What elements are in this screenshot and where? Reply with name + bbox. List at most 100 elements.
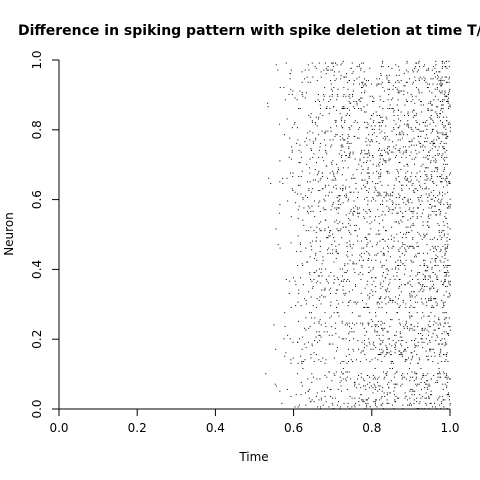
spike-point	[367, 233, 369, 235]
spike-point	[305, 317, 307, 319]
spike-point	[414, 306, 416, 308]
spike-point	[434, 167, 436, 169]
spike-point	[449, 329, 451, 331]
spike-point	[381, 149, 383, 151]
spike-point	[371, 221, 373, 223]
spike-point	[346, 245, 348, 247]
spike-point	[418, 90, 420, 92]
spike-point	[428, 188, 430, 190]
spike-point	[436, 83, 438, 85]
spike-point	[369, 376, 371, 378]
spike-point	[426, 233, 428, 235]
spike-point	[365, 388, 367, 390]
spike-point	[407, 198, 409, 200]
spike-point	[279, 123, 281, 125]
spike-point	[361, 341, 363, 343]
spike-point	[333, 74, 335, 76]
spike-point	[336, 277, 338, 279]
spike-point	[439, 212, 441, 214]
spike-point	[321, 390, 323, 392]
spike-point	[311, 205, 313, 207]
spike-point	[339, 381, 341, 383]
spike-point	[426, 387, 428, 389]
spike-point	[407, 114, 409, 116]
spike-point	[279, 390, 281, 392]
spike-point	[307, 390, 309, 392]
spike-point	[342, 95, 344, 97]
spike-point	[349, 151, 351, 153]
spike-point	[407, 219, 409, 221]
spike-point	[434, 329, 436, 331]
spike-point	[423, 341, 425, 343]
spike-point	[417, 362, 419, 364]
spike-point	[367, 156, 369, 158]
spike-point	[412, 223, 414, 225]
spike-point	[398, 354, 400, 356]
spike-point	[431, 198, 433, 200]
spike-point	[295, 251, 297, 253]
spike-point	[400, 210, 402, 212]
spike-point	[424, 270, 426, 272]
spike-point	[319, 146, 321, 148]
spike-point	[409, 315, 411, 317]
spike-point	[398, 196, 400, 198]
spike-point	[398, 319, 400, 321]
spike-point	[403, 94, 405, 96]
spike-point	[438, 371, 440, 373]
spike-point	[383, 101, 385, 103]
spike-point	[435, 60, 437, 62]
spike-point	[433, 142, 435, 144]
spike-point	[330, 162, 332, 164]
spike-point	[434, 265, 436, 267]
spike-point	[331, 94, 333, 96]
spike-point	[428, 226, 430, 228]
spike-point	[428, 275, 430, 277]
spike-point	[402, 184, 404, 186]
x-tick-label: 0.0	[49, 421, 68, 435]
spike-point	[431, 176, 433, 178]
spike-point	[289, 172, 291, 174]
spike-point	[447, 207, 449, 209]
spike-point	[307, 132, 309, 134]
spike-point	[386, 392, 388, 394]
spike-point	[363, 92, 365, 94]
spike-point	[442, 354, 444, 356]
spike-point	[435, 64, 437, 66]
spike-point	[439, 270, 441, 272]
spike-point	[304, 327, 306, 329]
spike-point	[447, 322, 449, 324]
spike-point	[399, 331, 401, 333]
spike-point	[301, 92, 303, 94]
spike-point	[319, 334, 321, 336]
spike-point	[383, 371, 385, 373]
spike-point	[355, 263, 357, 265]
spike-point	[386, 74, 388, 76]
spike-point	[359, 212, 361, 214]
spike-point	[409, 402, 411, 404]
spike-point	[311, 149, 313, 151]
spike-point	[378, 193, 380, 195]
spike-point	[373, 401, 375, 403]
spike-point	[345, 193, 347, 195]
spike-point	[447, 102, 449, 104]
spike-point	[364, 90, 366, 92]
spike-point	[410, 179, 412, 181]
spike-point	[382, 60, 384, 62]
spike-point	[416, 401, 418, 403]
spike-point	[358, 259, 360, 261]
spike-point	[398, 181, 400, 183]
spike-point	[444, 272, 446, 274]
spike-point	[442, 284, 444, 286]
spike-point	[442, 132, 444, 134]
spike-point	[423, 263, 425, 265]
spike-point	[413, 224, 415, 226]
spike-point	[436, 275, 438, 277]
spike-point	[449, 203, 451, 205]
spike-point	[442, 60, 444, 62]
spike-point	[369, 292, 371, 294]
spike-point	[411, 141, 413, 143]
spike-point	[442, 177, 444, 179]
spike-point	[409, 329, 411, 331]
spike-point	[375, 216, 377, 218]
spike-point	[390, 350, 392, 352]
